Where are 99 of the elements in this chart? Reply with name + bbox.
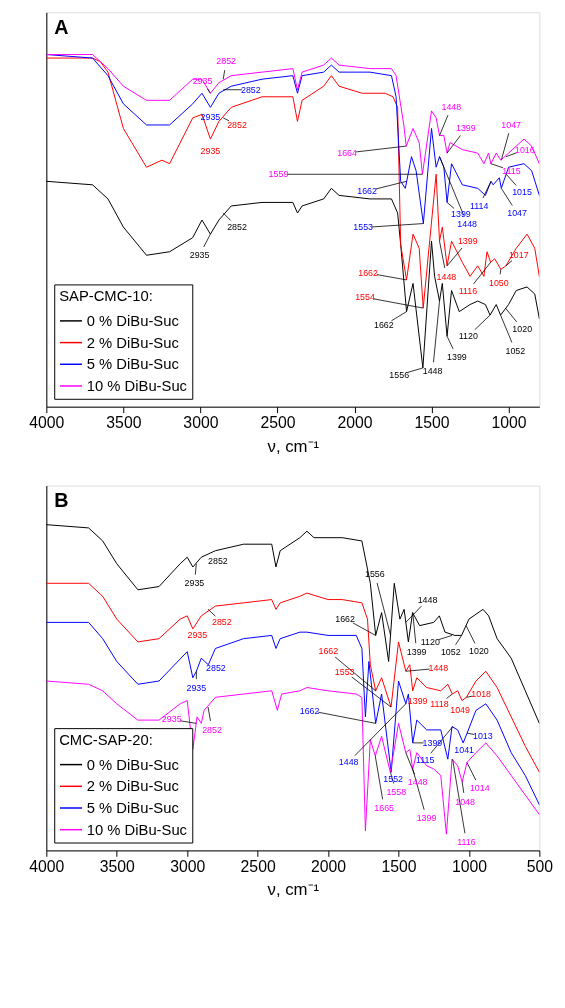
x-tick-label: 2500 bbox=[240, 857, 276, 875]
chart-title: B bbox=[54, 489, 69, 512]
annotation: 1448 bbox=[422, 366, 443, 376]
annotation: 1118 bbox=[430, 698, 449, 709]
x-tick-label: 2500 bbox=[260, 413, 296, 431]
annotation: 1048 bbox=[455, 796, 476, 807]
annotation: 2852 bbox=[206, 662, 226, 673]
annotation: 2852 bbox=[240, 84, 261, 95]
annotation: 1114 bbox=[469, 200, 489, 211]
annotation: 1399 bbox=[451, 209, 471, 220]
annotation: 1018 bbox=[471, 689, 492, 700]
annotation: 1553 bbox=[353, 222, 374, 233]
annotation: 1052 bbox=[505, 345, 526, 356]
x-tick-label: 3500 bbox=[99, 857, 136, 875]
annotation: 2935 bbox=[161, 714, 182, 725]
annotation: 1662 bbox=[318, 646, 339, 657]
legend-label: 10 % DiBu-Suc bbox=[86, 377, 188, 394]
legend-title: CMC-SAP-20: bbox=[59, 731, 153, 748]
legend-label: 2 % DiBu-Suc bbox=[86, 334, 179, 351]
annotation: 1448 bbox=[436, 271, 457, 282]
x-tick-label: 500 bbox=[526, 857, 554, 875]
annotation: 1020 bbox=[469, 646, 489, 657]
chart-title: A bbox=[54, 15, 69, 38]
annotation: 2935 bbox=[184, 578, 205, 589]
x-tick-label: 2000 bbox=[337, 413, 373, 431]
annotation: 1041 bbox=[454, 744, 475, 755]
annotation: 2852 bbox=[216, 56, 237, 67]
annotation: 1047 bbox=[501, 119, 522, 130]
annotation: 1399 bbox=[455, 123, 476, 134]
annotation: 1016 bbox=[514, 144, 535, 155]
annotation: 1399 bbox=[422, 737, 443, 748]
annotation: 1399 bbox=[406, 647, 427, 658]
x-tick-label: 4000 bbox=[29, 857, 65, 875]
annotation: 1014 bbox=[469, 783, 490, 794]
annotation: 1399 bbox=[407, 695, 428, 706]
annotation: 1116 bbox=[457, 836, 476, 847]
x-axis-title: ν, cm⁻¹ bbox=[267, 436, 320, 456]
annotation: 1052 bbox=[440, 647, 461, 658]
annotation: 1664 bbox=[337, 147, 358, 158]
annotation: 2935 bbox=[200, 145, 221, 156]
annotation: 1552 bbox=[383, 774, 404, 785]
annotation: 1448 bbox=[338, 756, 359, 767]
annotation: 1665 bbox=[374, 803, 395, 814]
annotation: 1120 bbox=[458, 330, 478, 341]
annotation: 1399 bbox=[457, 236, 478, 247]
annotation: 1448 bbox=[457, 218, 478, 229]
legend-label: 0 % DiBu-Suc bbox=[86, 756, 179, 773]
legend-title: SAP-CMC-10: bbox=[59, 288, 153, 305]
x-tick-label: 1000 bbox=[491, 413, 527, 431]
x-tick-label: 1000 bbox=[451, 857, 488, 875]
annotation: 1020 bbox=[512, 323, 533, 334]
annotation: 1554 bbox=[355, 292, 375, 303]
annotation: 1662 bbox=[358, 267, 379, 278]
annotation: 1662 bbox=[357, 186, 378, 197]
legend-label: 5 % DiBu-Suc bbox=[86, 799, 179, 816]
annotation: 1050 bbox=[489, 278, 509, 289]
x-tick-label: 4000 bbox=[29, 413, 65, 431]
annotation: 1049 bbox=[450, 705, 470, 716]
annotation: 1553 bbox=[334, 666, 355, 677]
annotation: 1662 bbox=[335, 613, 356, 624]
x-tick-label: 2000 bbox=[311, 857, 347, 875]
annotation: 1556 bbox=[389, 369, 410, 380]
annotation: 1558 bbox=[386, 786, 407, 797]
annotation: 1448 bbox=[417, 594, 438, 605]
annotation: 1116 bbox=[458, 285, 478, 296]
annotation: 1115 bbox=[415, 755, 435, 766]
x-axis-title: ν, cm⁻¹ bbox=[267, 880, 320, 900]
annotation: 1556 bbox=[364, 569, 385, 580]
annotation: 2935 bbox=[189, 249, 210, 260]
legend-label: 5 % DiBu-Suc bbox=[86, 356, 179, 373]
legend-label: 0 % DiBu-Suc bbox=[86, 312, 179, 329]
x-tick-label: 1500 bbox=[414, 413, 450, 431]
annotation: 1017 bbox=[508, 249, 529, 260]
legend-label: 2 % DiBu-Suc bbox=[86, 778, 179, 795]
annotation: 2852 bbox=[227, 119, 247, 130]
annotation: 1662 bbox=[299, 705, 320, 716]
annotation: 1399 bbox=[447, 351, 467, 362]
annotation: 1047 bbox=[507, 207, 528, 218]
annotation: 2935 bbox=[186, 682, 207, 693]
x-tick-label: 3000 bbox=[183, 413, 219, 431]
annotation: 2852 bbox=[202, 724, 222, 735]
annotation: 2852 bbox=[208, 555, 228, 566]
annotation: 1662 bbox=[374, 320, 394, 331]
annotation: 2852 bbox=[227, 221, 247, 232]
annotation: 1448 bbox=[407, 777, 428, 788]
annotation: 1013 bbox=[473, 731, 493, 742]
annotation: 1399 bbox=[416, 813, 437, 824]
annotation: 1448 bbox=[428, 663, 449, 674]
x-tick-label: 3000 bbox=[170, 857, 206, 875]
annotation: 1120 bbox=[420, 637, 440, 648]
annotation: 1015 bbox=[512, 186, 532, 197]
annotation: 2935 bbox=[187, 630, 208, 641]
legend-label: 10 % DiBu-Suc bbox=[86, 821, 188, 838]
annotation: 1448 bbox=[441, 101, 462, 112]
annotation: 2852 bbox=[212, 617, 232, 628]
x-tick-label: 3500 bbox=[106, 413, 142, 431]
annotation: 1559 bbox=[268, 169, 289, 180]
x-tick-label: 1500 bbox=[381, 857, 417, 875]
annotation: 2935 bbox=[200, 112, 221, 123]
